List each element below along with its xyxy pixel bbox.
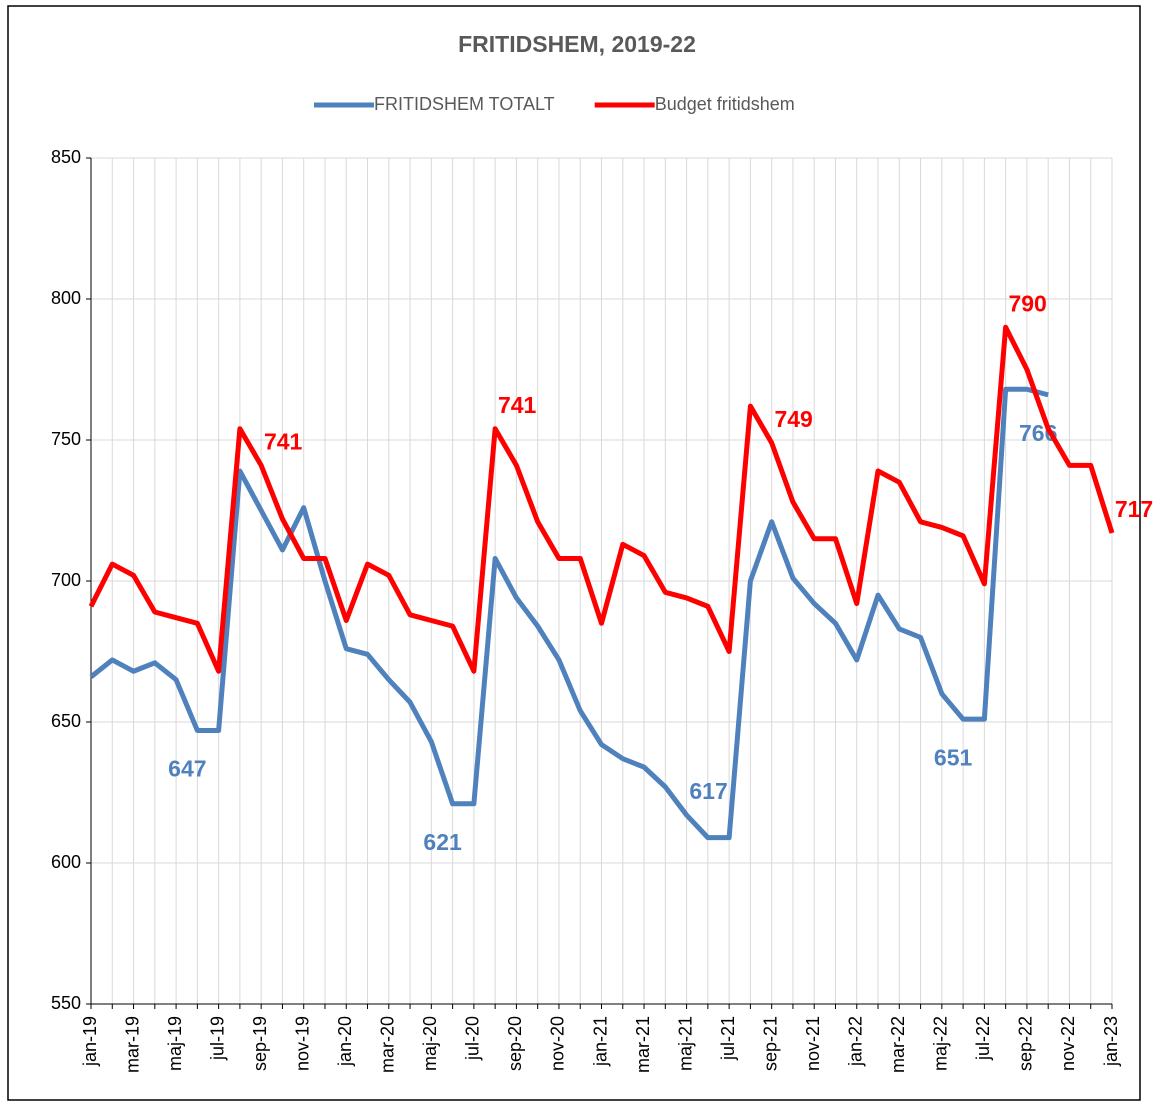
- legend-label: FRITIDSHEM TOTALT: [374, 94, 555, 114]
- y-tick-label: 650: [51, 711, 81, 731]
- x-tick-label: nov-22: [1058, 1016, 1078, 1071]
- data-label: 741: [498, 392, 537, 418]
- x-tick-label: mar-21: [633, 1016, 653, 1073]
- data-label: 651: [934, 744, 973, 770]
- series-line: [88, 324, 1115, 674]
- x-tick-label: sep-22: [1016, 1016, 1036, 1071]
- y-tick-label: 800: [51, 288, 81, 308]
- y-tick-label: 550: [51, 993, 81, 1013]
- x-tick-label: sep-21: [760, 1016, 780, 1071]
- y-tick-label: 850: [51, 147, 81, 167]
- data-label: 790: [1008, 290, 1046, 316]
- x-tick-label: jan-21: [590, 1016, 610, 1067]
- x-tick-label: jan-20: [335, 1016, 355, 1067]
- chart-border: [7, 5, 1141, 1101]
- y-tick-label: 600: [51, 852, 81, 872]
- x-tick-label: jan-23: [1101, 1016, 1121, 1067]
- x-tick-label: maj-21: [675, 1016, 695, 1071]
- x-tick-label: sep-19: [250, 1016, 270, 1071]
- y-tick-label: 700: [51, 570, 81, 590]
- x-tick-label: jul-22: [973, 1016, 993, 1061]
- series-line: [89, 386, 1049, 841]
- x-tick-label: mar-22: [888, 1016, 908, 1073]
- x-tick-label: jul-19: [207, 1016, 227, 1061]
- y-tick-label: 750: [51, 429, 81, 449]
- x-tick-label: maj-19: [165, 1016, 185, 1071]
- x-tick-label: nov-21: [803, 1016, 823, 1071]
- data-label: 621: [423, 829, 462, 855]
- x-tick-label: sep-20: [505, 1016, 525, 1071]
- x-tick-label: mar-20: [378, 1016, 398, 1073]
- x-tick-label: nov-19: [292, 1016, 312, 1071]
- data-label: 749: [774, 406, 812, 432]
- chart-title: FRITIDSHEM, 2019-22: [458, 31, 696, 57]
- x-tick-label: jan-19: [80, 1016, 100, 1067]
- x-tick-label: maj-22: [931, 1016, 951, 1071]
- x-tick-label: maj-20: [420, 1016, 440, 1071]
- data-label: 717: [1115, 496, 1153, 522]
- data-label: 741: [264, 428, 303, 454]
- x-tick-label: jan-22: [846, 1016, 866, 1067]
- legend-label: Budget fritidshem: [655, 94, 795, 114]
- x-tick-label: nov-20: [548, 1016, 568, 1071]
- x-tick-label: jul-21: [718, 1016, 738, 1061]
- x-tick-label: jul-20: [463, 1016, 483, 1061]
- data-label: 647: [168, 756, 206, 782]
- data-label: 617: [689, 778, 727, 804]
- x-tick-label: mar-19: [122, 1016, 142, 1073]
